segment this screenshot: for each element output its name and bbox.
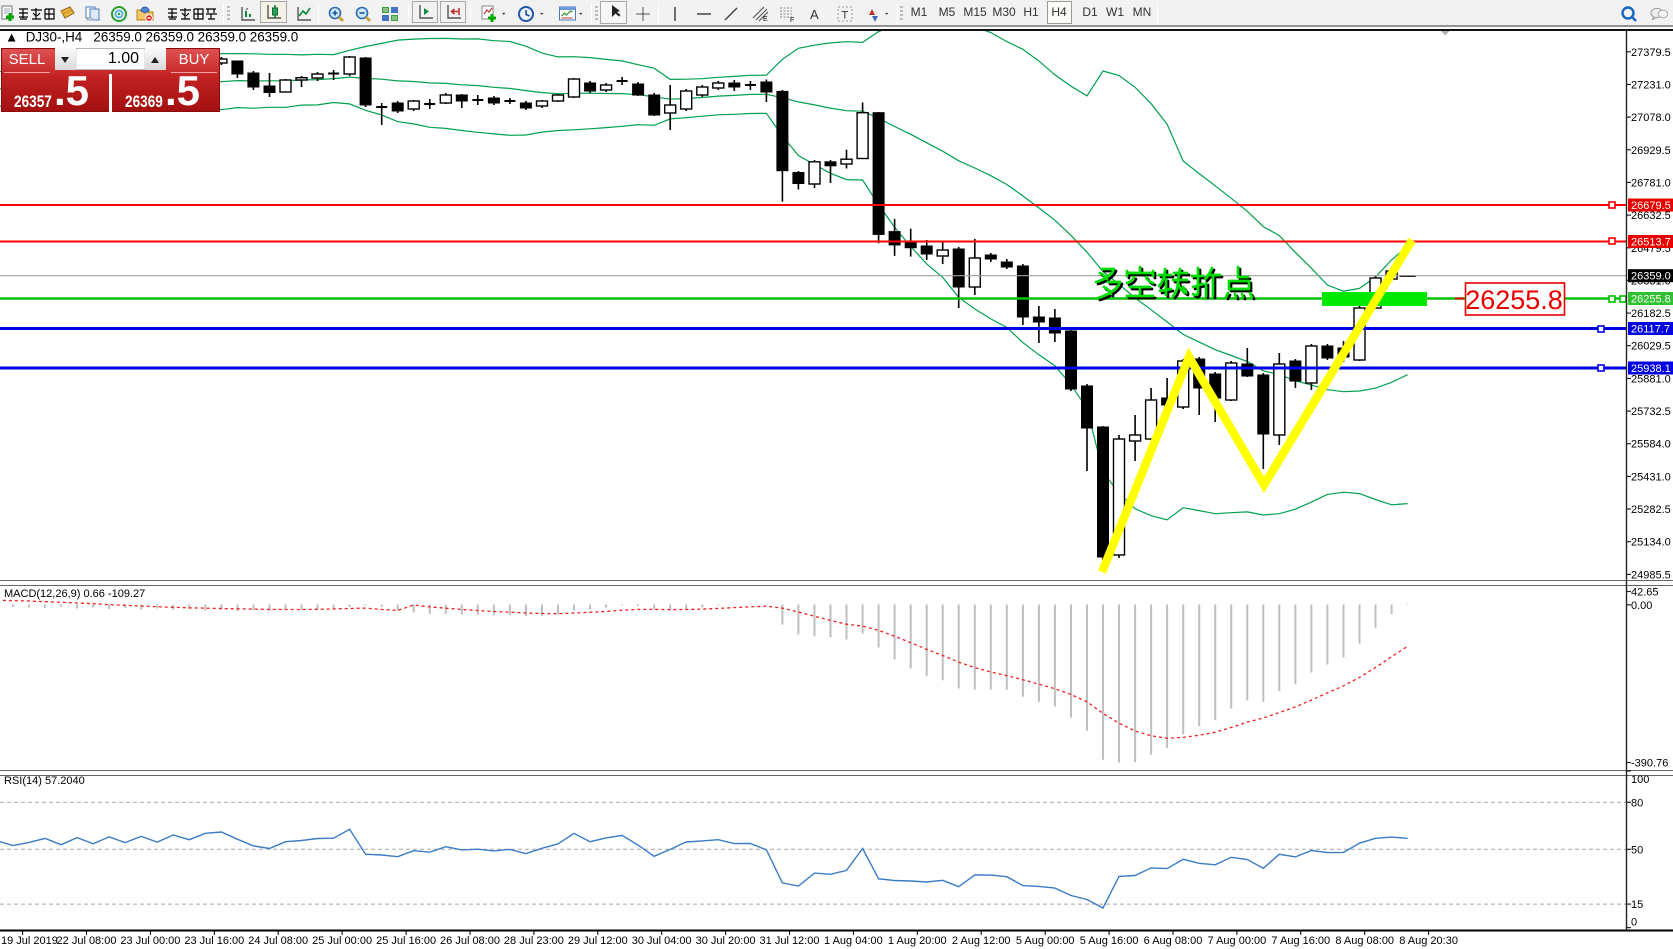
svg-text:25584.0: 25584.0 <box>1631 439 1671 451</box>
svg-text:26781.0: 26781.0 <box>1631 177 1671 189</box>
svg-text:8 Aug 08:00: 8 Aug 08:00 <box>1335 935 1394 947</box>
svg-text:8 Aug 20:30: 8 Aug 20:30 <box>1399 935 1458 947</box>
svg-text:1 Aug 20:00: 1 Aug 20:00 <box>888 935 947 947</box>
svg-text:0.00: 0.00 <box>1631 600 1652 612</box>
svg-text:26255.8: 26255.8 <box>1465 285 1563 315</box>
svg-text:MACD(12,26,9) 0.66 -109.27: MACD(12,26,9) 0.66 -109.27 <box>4 588 145 600</box>
svg-text:26513.7: 26513.7 <box>1631 237 1671 249</box>
svg-text:E: E <box>763 16 768 23</box>
svg-text:1 Aug 04:00: 1 Aug 04:00 <box>824 935 883 947</box>
svg-text:25431.0: 25431.0 <box>1631 471 1671 483</box>
svg-text:28 Jul 23:00: 28 Jul 23:00 <box>504 935 564 947</box>
svg-text:RSI(14) 57.2040: RSI(14) 57.2040 <box>4 775 85 787</box>
svg-text:▲ DJ30-,H4 26359.0 26359.0: ▲ DJ30-,H4 26359.0 26359.0 26359.0 26359… <box>5 30 298 45</box>
svg-text:0: 0 <box>1631 917 1637 929</box>
svg-text:80: 80 <box>1631 797 1643 809</box>
svg-text:25134.0: 25134.0 <box>1631 537 1671 549</box>
svg-text:25881.0: 25881.0 <box>1631 373 1671 385</box>
svg-text:T: T <box>842 10 849 22</box>
svg-text:26929.5: 26929.5 <box>1631 145 1671 157</box>
svg-text:26359.0: 26359.0 <box>1631 271 1671 283</box>
svg-text:25 Jul 16:00: 25 Jul 16:00 <box>376 935 436 947</box>
svg-text:50: 50 <box>1631 844 1643 856</box>
svg-text:42.65: 42.65 <box>1631 587 1659 599</box>
svg-text:100: 100 <box>1631 774 1649 786</box>
svg-text:23 Jul 00:00: 23 Jul 00:00 <box>120 935 180 947</box>
svg-text:19 Jul 2019: 19 Jul 2019 <box>1 935 58 947</box>
svg-text:7 Aug 16:00: 7 Aug 16:00 <box>1271 935 1330 947</box>
svg-text:25732.5: 25732.5 <box>1631 406 1671 418</box>
svg-text:15: 15 <box>1631 899 1643 911</box>
svg-text:-390.76: -390.76 <box>1631 758 1668 770</box>
svg-text:25938.1: 25938.1 <box>1631 363 1671 375</box>
svg-text:26182.5: 26182.5 <box>1631 308 1671 320</box>
svg-text:5 Aug 16:00: 5 Aug 16:00 <box>1080 935 1139 947</box>
svg-text:23 Jul 16:00: 23 Jul 16:00 <box>184 935 244 947</box>
svg-text:27379.5: 27379.5 <box>1631 47 1671 59</box>
svg-text:26632.5: 26632.5 <box>1631 210 1671 222</box>
svg-text:26029.5: 26029.5 <box>1631 341 1671 353</box>
svg-text:26 Jul 08:00: 26 Jul 08:00 <box>440 935 500 947</box>
svg-text:F: F <box>790 17 794 23</box>
svg-text:25 Jul 00:00: 25 Jul 00:00 <box>312 935 372 947</box>
svg-text:24985.5: 24985.5 <box>1631 569 1671 581</box>
svg-text:27231.0: 27231.0 <box>1631 80 1671 92</box>
svg-text:31 Jul 12:00: 31 Jul 12:00 <box>760 935 820 947</box>
svg-text:24 Jul 08:00: 24 Jul 08:00 <box>248 935 308 947</box>
svg-text:26679.5: 26679.5 <box>1631 200 1671 212</box>
svg-text:26255.8: 26255.8 <box>1631 294 1671 306</box>
svg-text:7 Aug 00:00: 7 Aug 00:00 <box>1208 935 1267 947</box>
svg-text:5 Aug 00:00: 5 Aug 00:00 <box>1016 935 1075 947</box>
svg-text:29 Jul 12:00: 29 Jul 12:00 <box>568 935 628 947</box>
svg-text:30 Jul 20:00: 30 Jul 20:00 <box>696 935 756 947</box>
svg-text:A: A <box>810 7 819 22</box>
svg-text:6 Aug 08:00: 6 Aug 08:00 <box>1144 935 1203 947</box>
svg-text:30 Jul 04:00: 30 Jul 04:00 <box>632 935 692 947</box>
svg-text:25282.5: 25282.5 <box>1631 504 1671 516</box>
svg-text:22 Jul 08:00: 22 Jul 08:00 <box>57 935 117 947</box>
svg-text:26117.7: 26117.7 <box>1631 324 1670 336</box>
svg-text:27078.0: 27078.0 <box>1631 112 1671 124</box>
svg-text:2 Aug 12:00: 2 Aug 12:00 <box>952 935 1011 947</box>
